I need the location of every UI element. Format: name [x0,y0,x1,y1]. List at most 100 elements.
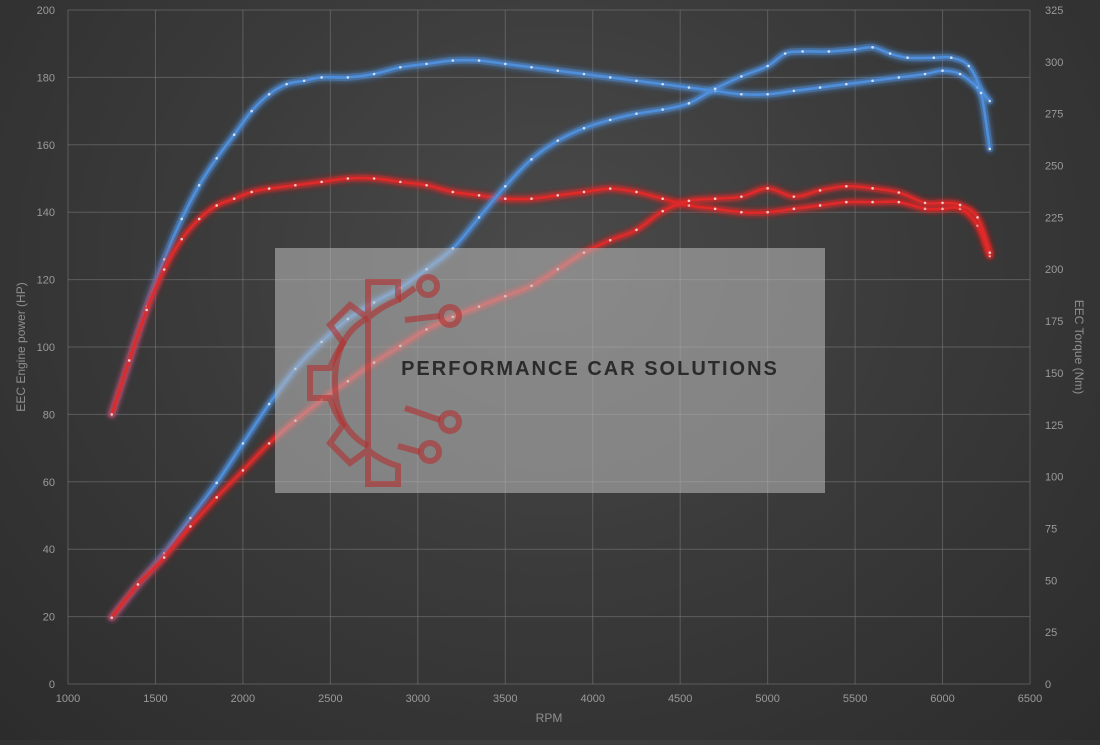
series-point [871,46,874,49]
series-point [425,62,428,66]
left-tick-label: 160 [37,140,55,152]
series-point [687,199,691,203]
series-line [110,45,992,619]
left-axis-label: EEC Engine power (HP) [14,282,28,411]
series-point [783,52,787,55]
series-point [215,496,218,499]
x-axis-label: RPM [536,711,563,725]
series-point [792,89,796,93]
series-point [232,133,236,136]
series-point [162,556,166,559]
series-point [250,190,253,194]
right-tick-label: 50 [1045,575,1057,587]
series-point [232,197,236,201]
series-point [294,183,297,187]
series-point [740,92,743,96]
series-point [267,402,271,406]
series-point [267,92,271,96]
right-tick-label: 300 [1045,57,1063,69]
series-point [687,204,691,207]
series-point [871,200,874,204]
left-tick-label: 80 [43,409,55,421]
series-point [941,207,944,211]
x-tick-label: 6500 [1018,693,1042,705]
series-point [608,238,612,242]
series-point [215,156,218,160]
series-point [923,207,927,211]
series-point [792,207,796,211]
right-tick-label: 0 [1045,679,1051,691]
series-point [661,209,664,213]
series-point [635,112,638,115]
series-point [372,177,376,180]
series-point [988,251,992,254]
series-point [635,228,638,232]
series-point [530,197,533,201]
series-point [477,216,481,219]
series-point [845,200,848,204]
series-point [871,187,874,190]
series-point [845,82,848,86]
series-point [897,76,901,79]
series-point [285,82,288,86]
series-point [241,469,245,472]
series-point [888,52,892,55]
series-point [530,158,533,161]
series-point [766,64,769,68]
x-tick-label: 4000 [580,693,604,705]
series-point [661,82,664,86]
series-point [399,65,402,69]
series-point [661,197,664,201]
series-point [608,118,612,122]
watermark-text: PERFORMANCE CAR SOLUTIONS [401,358,779,380]
x-tick-label: 2000 [231,693,255,705]
series-point [215,204,218,207]
series-point [477,194,481,197]
series-point [766,187,769,190]
series-point [477,59,481,62]
series-point [932,56,936,59]
series-point [136,583,140,586]
series-point [897,200,901,204]
series-point [740,75,743,78]
series-point [713,197,717,201]
series-point [399,180,402,184]
series-point [162,258,166,261]
series-point [346,177,350,180]
series-point [713,207,717,211]
series-point [958,203,962,207]
series-point [215,481,218,485]
series-point [687,86,691,89]
left-tick-label: 20 [43,612,55,624]
series-point [845,184,848,188]
series-point [110,413,114,416]
series-point [250,109,253,113]
series-point [923,72,927,76]
series-point [801,50,804,53]
series-point [635,79,638,83]
series-point [818,204,822,207]
series-point [740,210,743,214]
series-point [949,56,953,59]
series-point [967,64,971,68]
series-point [503,184,507,188]
series-point [635,190,638,194]
series-point [979,91,983,95]
series-point [827,50,831,53]
series-point [818,189,822,192]
series-point [127,359,131,362]
x-tick-label: 3000 [406,693,430,705]
series-point [320,180,323,184]
left-tick-label: 0 [49,679,55,691]
gear-circuit-logo-icon [307,274,462,487]
left-tick-label: 40 [43,544,55,556]
series-point [302,79,306,83]
series-point [556,69,560,72]
series-point [713,87,717,91]
series-point [162,268,166,271]
series-point [582,126,586,130]
series-point [988,147,992,151]
series-point [608,187,612,190]
